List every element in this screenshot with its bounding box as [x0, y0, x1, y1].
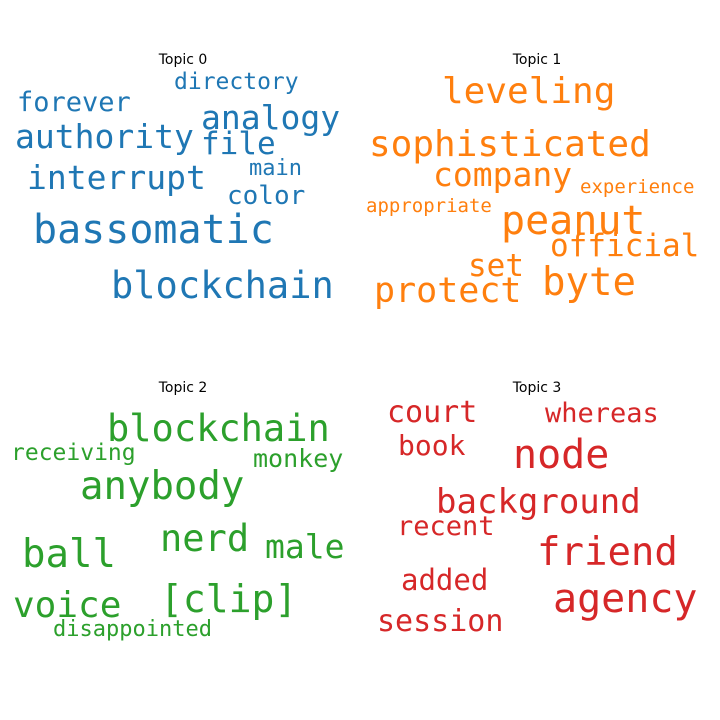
topic-word: book — [398, 429, 466, 462]
topic-word: set — [468, 248, 524, 284]
topic-word: bassomatic — [33, 207, 274, 253]
topic-word: friend — [537, 530, 678, 575]
topic-word: leveling — [442, 71, 616, 112]
topic-word: peanut — [501, 198, 646, 244]
topic-word: disappointed — [53, 617, 212, 642]
topic-word: company — [433, 155, 573, 194]
topic-word: analogy — [201, 98, 341, 137]
topic-word: official — [550, 228, 700, 264]
topic-word: whereas — [545, 398, 659, 429]
topic-word: node — [513, 432, 610, 478]
topic-word: court — [387, 395, 478, 430]
topic-word: nerd — [160, 517, 250, 560]
topic-word: protect — [374, 271, 522, 311]
topic-word: file — [201, 126, 276, 162]
topic-word: recent — [397, 511, 495, 542]
topic-word: color — [227, 181, 306, 211]
topic-word: background — [436, 482, 641, 522]
topic-word: ball — [22, 532, 116, 577]
topic-title: Topic 2 — [158, 380, 208, 396]
topic-panel-1: Topic 1 leveling sophisticated company expe… — [360, 0, 720, 360]
topic-word: appropriate — [366, 195, 492, 217]
topic-word: main — [249, 156, 302, 181]
topic-word: session — [377, 604, 504, 639]
topic-word: [clip] — [160, 577, 298, 621]
topic-panel-3: Topic 3 court whereas book node background re… — [360, 360, 720, 720]
topic-word: anybody — [80, 464, 245, 509]
topic-word: monkey — [253, 444, 344, 473]
topic-word: sophisticated — [369, 124, 651, 165]
topic-word: voice — [13, 585, 122, 626]
topic-word: forever — [17, 87, 131, 118]
topic-title: Topic 1 — [512, 52, 562, 68]
topic-word: agency — [553, 576, 698, 622]
topic-word: blockchain — [111, 264, 334, 307]
topic-word: male — [265, 527, 345, 566]
topic-word: experience — [580, 176, 695, 198]
topic-title: Topic 0 — [158, 52, 208, 68]
topic-title: Topic 3 — [512, 380, 562, 396]
topic-word: added — [401, 563, 489, 597]
topic-word: authority — [15, 117, 194, 156]
topic-panel-0: Topic 0 directory forever analogy authority… — [0, 0, 360, 360]
topic-word: byte — [542, 260, 636, 305]
topic-word: interrupt — [27, 158, 206, 197]
topic-word: receiving — [11, 440, 136, 466]
topic-word: blockchain — [107, 407, 330, 450]
topic-panel-2: Topic 2 blockchain receiving monkey anybody… — [0, 360, 360, 720]
topic-word: directory — [174, 69, 299, 95]
